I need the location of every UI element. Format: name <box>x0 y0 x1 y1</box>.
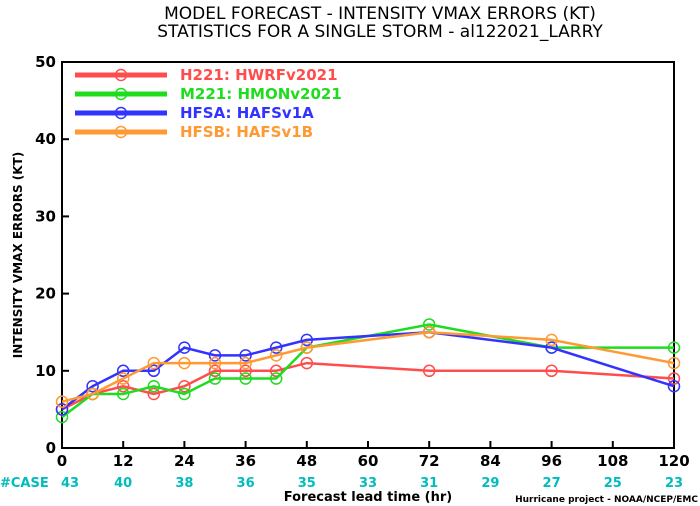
data-point <box>269 372 283 385</box>
legend-marker <box>114 87 128 101</box>
data-point <box>300 356 314 370</box>
data-point <box>667 379 681 393</box>
y-tick-label: 20 <box>35 285 56 303</box>
case-count: 31 <box>420 476 438 491</box>
data-point <box>86 379 99 393</box>
y-tick-label: 30 <box>35 207 56 225</box>
data-point <box>147 356 161 370</box>
data-point <box>667 372 681 385</box>
x-tick-label: 108 <box>597 452 628 470</box>
x-tick-label: 84 <box>480 452 501 470</box>
case-count: 36 <box>237 476 255 491</box>
data-point <box>239 372 252 385</box>
case-count: 33 <box>359 476 377 491</box>
case-count: 23 <box>665 476 683 491</box>
plot-frame <box>61 61 675 449</box>
data-point <box>545 341 558 354</box>
data-point <box>300 333 314 347</box>
data-point <box>208 356 222 370</box>
x-tick-label: 60 <box>358 452 379 470</box>
data-point <box>147 379 161 393</box>
legend-marker <box>114 125 128 139</box>
data-point <box>422 364 436 378</box>
case-count: 29 <box>481 476 499 491</box>
data-point <box>55 410 69 424</box>
x-tick-label: 12 <box>113 452 134 470</box>
y-tick-label: 50 <box>35 53 56 71</box>
legend-label: HFSA: HAFSv1A <box>180 104 314 122</box>
series-4 <box>55 325 681 408</box>
y-tick-label: 0 <box>46 439 56 457</box>
data-point <box>178 387 191 401</box>
data-point <box>208 372 222 385</box>
data-point <box>178 379 191 393</box>
credit-text: Hurricane project - NOAA/NCEP/EMC <box>515 495 698 505</box>
case-label: #CASE <box>0 476 49 491</box>
case-count: 25 <box>604 476 622 491</box>
series-line <box>61 330 675 411</box>
series-3 <box>55 325 681 416</box>
legend-marker <box>114 106 128 120</box>
data-point <box>55 395 69 408</box>
data-point <box>545 364 558 378</box>
chart-title-line1: MODEL FORECAST - INTENSITY VMAX ERRORS (… <box>164 4 596 24</box>
case-counts: 43 40 38 36 35 33 31 29 27 25 23 <box>61 476 683 491</box>
data-point <box>239 349 252 362</box>
x-tick-label: 48 <box>296 452 317 470</box>
data-point <box>55 403 69 416</box>
legend-label: HFSB: HAFSv1B <box>180 123 313 141</box>
case-count: 40 <box>114 476 132 491</box>
data-point <box>116 387 130 401</box>
data-point <box>269 341 283 354</box>
legend-marker <box>114 68 128 82</box>
x-tick-label: 96 <box>541 452 562 470</box>
data-point <box>300 341 314 354</box>
data-point <box>269 364 283 378</box>
x-tick-label: 24 <box>174 452 195 470</box>
x-tick-label: 72 <box>419 452 440 470</box>
data-point <box>667 356 681 370</box>
case-count: 27 <box>543 476 561 491</box>
x-axis-label: Forecast lead time (hr) <box>284 490 452 505</box>
data-point <box>208 349 222 362</box>
data-point <box>239 364 252 378</box>
data-point <box>422 318 436 331</box>
data-point <box>422 325 436 339</box>
data-point <box>178 356 191 370</box>
data-point <box>86 387 99 401</box>
y-axis-label: INTENSITY VMAX ERRORS (KT) <box>11 152 25 358</box>
data-point <box>116 379 130 393</box>
x-tick-label: 0 <box>57 452 67 470</box>
data-point <box>116 364 130 378</box>
data-point <box>208 364 222 378</box>
x-tick-label: 120 <box>658 452 689 470</box>
data-point <box>239 356 252 370</box>
series-layer <box>55 318 681 424</box>
legend-label: H221: HWRFv2021 <box>180 66 338 84</box>
data-point <box>545 333 558 347</box>
case-count: 43 <box>61 476 79 491</box>
data-point <box>178 341 191 354</box>
data-point <box>147 387 161 401</box>
data-point <box>116 372 130 385</box>
chart-title-line2: STATISTICS FOR A SINGLE STORM - al122021… <box>157 22 603 42</box>
y-axis: 0 10 20 30 40 50 <box>35 53 69 457</box>
x-tick-label: 36 <box>235 452 256 470</box>
x-axis: 0 12 24 36 48 60 72 84 96 108 120 <box>57 441 690 470</box>
data-point <box>147 364 161 378</box>
case-count: 35 <box>298 476 316 491</box>
y-tick-label: 40 <box>35 130 56 148</box>
legend-label: M221: HMONv2021 <box>180 85 342 103</box>
data-point <box>667 341 681 354</box>
data-point <box>269 349 283 362</box>
case-count: 38 <box>175 476 193 491</box>
y-tick-label: 10 <box>35 362 56 380</box>
